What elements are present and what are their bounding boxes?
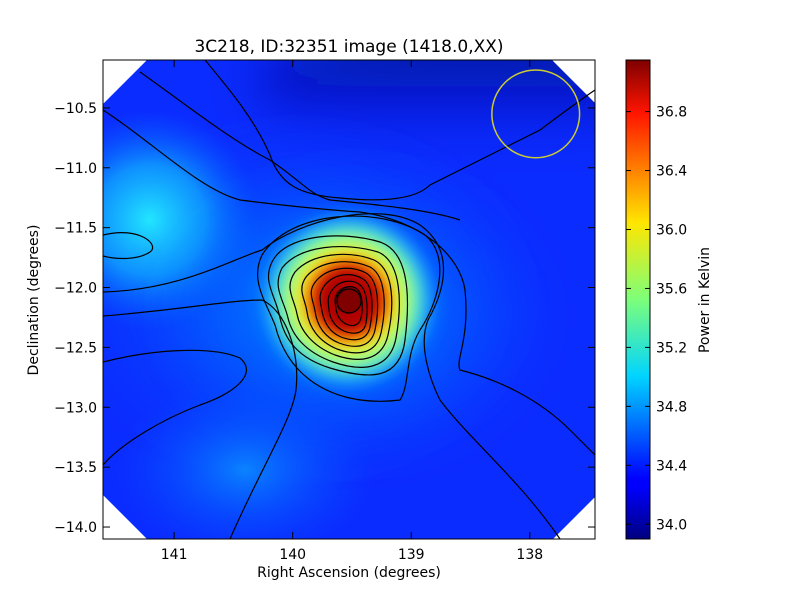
contour-line bbox=[103, 213, 561, 539]
x-tick-label: 138 bbox=[516, 547, 543, 563]
colorbar-tick-label: 36.8 bbox=[656, 105, 687, 121]
beam-circle bbox=[491, 69, 581, 159]
contour-line bbox=[204, 60, 595, 201]
heatmap-image bbox=[103, 60, 595, 539]
colorbar-label: Power in Kelvin bbox=[697, 247, 713, 353]
x-tick-label: 140 bbox=[279, 547, 306, 563]
contour-line bbox=[289, 253, 393, 360]
y-tick-label: −12.5 bbox=[54, 340, 97, 356]
contour-line bbox=[319, 274, 373, 341]
y-tick-label: −14.0 bbox=[54, 520, 97, 536]
y-tick-label: −13.5 bbox=[54, 460, 97, 476]
contour-line bbox=[277, 245, 400, 368]
colorbar-tick-label: 35.2 bbox=[656, 340, 687, 356]
contour-lines bbox=[103, 60, 595, 539]
y-tick-label: −11.5 bbox=[54, 221, 97, 237]
colorbar-gradient bbox=[625, 59, 651, 540]
chart-title: 3C218, ID:32351 image (1418.0,XX) bbox=[194, 37, 503, 57]
contour-line bbox=[267, 235, 409, 376]
plot-frame bbox=[102, 59, 596, 540]
y-axis-title: Declination (degrees) bbox=[26, 225, 42, 376]
x-tick-label: 141 bbox=[161, 547, 188, 563]
colorbar: 34.0 34.4 34.8 35.2 35.6 36.0 36.4 36.8 Power i… bbox=[625, 59, 713, 540]
contour-line bbox=[103, 109, 595, 456]
contour-line bbox=[301, 261, 385, 354]
x-axis: 141 140 139 138 bbox=[161, 60, 543, 563]
x-axis-title: Right Ascension (degrees) bbox=[257, 565, 441, 581]
y-tick-label: −13.0 bbox=[54, 400, 97, 416]
contour-line bbox=[327, 280, 368, 334]
contour-line bbox=[257, 215, 441, 402]
colorbar-tick-label: 34.8 bbox=[656, 399, 687, 415]
colorbar-tick-label: 36.0 bbox=[656, 222, 687, 238]
contour-line bbox=[103, 349, 247, 466]
contour-line bbox=[310, 267, 379, 347]
x-tick-label: 139 bbox=[398, 547, 425, 563]
y-tick-label: −11.0 bbox=[54, 161, 97, 177]
contour-line bbox=[334, 286, 363, 327]
y-tick-label: −12.0 bbox=[54, 281, 97, 297]
contour-line bbox=[103, 232, 153, 260]
colorbar-tick-label: 34.0 bbox=[656, 517, 687, 533]
contour-line bbox=[336, 288, 362, 314]
y-axis: −10.5 −11.0 −11.5 −12.0 −12.5 −13.0 −13.5 −14.0 bbox=[54, 101, 595, 536]
contour-line bbox=[139, 71, 461, 221]
contour-line bbox=[103, 299, 298, 539]
y-tick-label: −10.5 bbox=[54, 101, 97, 117]
colorbar-tick-label: 34.4 bbox=[656, 458, 687, 474]
colorbar-tick-label: 35.6 bbox=[656, 281, 687, 297]
colorbar-tick-label: 36.4 bbox=[656, 164, 687, 180]
